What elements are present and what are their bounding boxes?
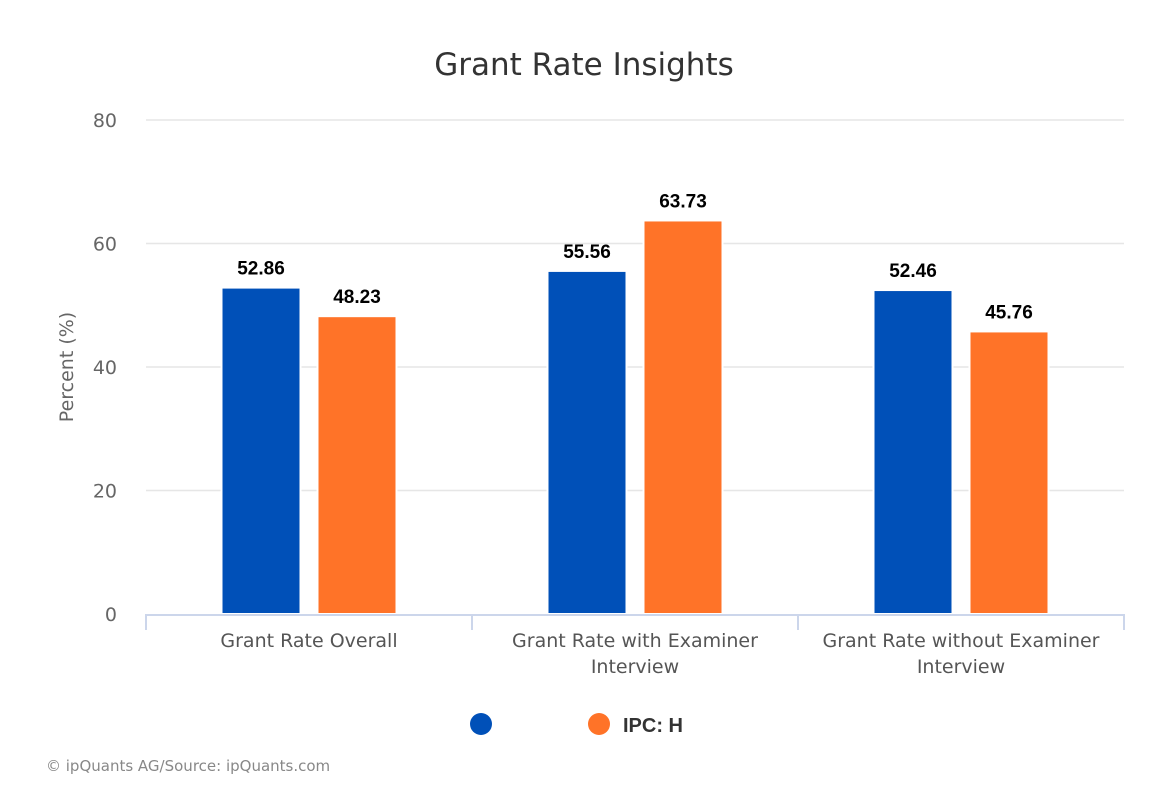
x-tick-label: Grant Rate Overall [220,630,397,652]
data-label: 63.73 [659,191,707,212]
y-axis-title: Percent (%) [56,312,78,422]
bar-series-1-category-2[interactable] [546,269,628,615]
credits-text[interactable]: © ipQuants AG/Source: ipQuants.com [46,757,330,775]
data-label: 52.86 [237,259,285,280]
x-tick-label: Grant Rate with Examiner [512,630,758,652]
chart-title: Grant Rate Insights [434,47,734,83]
legend-marker [470,713,492,735]
x-axis: Grant Rate Overall Grant Rate with Examin… [145,614,1125,678]
x-tick-label: Grant Rate without Examiner [822,630,1099,652]
data-labels: 52.86 48.23 55.56 63.73 52.46 45.76 [237,191,1033,323]
bar-series-2-category-1[interactable] [316,315,398,615]
bar-series-1-category-3[interactable] [872,289,954,615]
bar-series-2-category-3[interactable] [968,330,1050,615]
y-tick-label: 80 [93,110,117,132]
legend[interactable]: IPC: H [470,713,683,737]
y-tick-label: 60 [93,234,117,256]
data-label: 52.46 [889,261,937,282]
data-label: 55.56 [563,242,611,263]
x-tick-label: Interview [591,656,679,678]
legend-item-1[interactable] [470,713,492,735]
legend-item-2[interactable]: IPC: H [588,713,683,737]
y-tick-label: 0 [105,604,117,626]
data-label: 45.76 [985,302,1033,323]
y-tick-label: 40 [93,357,117,379]
grid-lines: 0 20 40 60 80 [93,110,1124,626]
data-label: 48.23 [333,287,381,308]
bar-series-2-category-2[interactable] [642,219,724,615]
legend-label: IPC: H [623,715,683,737]
bars [220,219,1050,615]
bar-series-1-category-1[interactable] [220,286,302,615]
x-tick-label: Interview [917,656,1005,678]
y-tick-label: 20 [93,481,117,503]
legend-marker [588,713,610,735]
